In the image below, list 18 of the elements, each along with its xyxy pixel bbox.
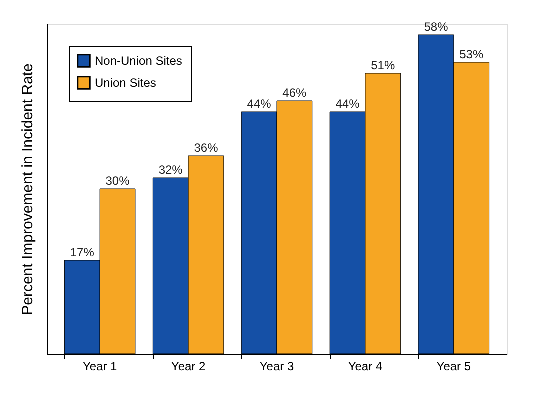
- data-label: 53%: [460, 48, 484, 62]
- data-label: 58%: [424, 20, 449, 34]
- data-label: 36%: [194, 141, 219, 155]
- data-label: 51%: [371, 58, 396, 72]
- data-label: 44%: [336, 97, 360, 111]
- x-tick-label: Year 1: [82, 360, 118, 374]
- legend-label: Non-Union Sites: [95, 54, 182, 68]
- x-tick-label: Year 5: [436, 360, 472, 374]
- data-label: 32%: [158, 163, 184, 177]
- data-label: 17%: [70, 246, 95, 260]
- x-tick-label: Year 3: [260, 360, 294, 374]
- data-label: 44%: [247, 97, 272, 111]
- legend-label: Union Sites: [95, 76, 156, 90]
- x-tick-label: Year 2: [171, 360, 206, 374]
- y-axis-title: Percent Improvement in Incident Rate: [20, 64, 36, 316]
- data-label: 46%: [282, 86, 308, 100]
- data-label: 30%: [106, 174, 130, 188]
- x-tick-label: Year 4: [348, 360, 383, 374]
